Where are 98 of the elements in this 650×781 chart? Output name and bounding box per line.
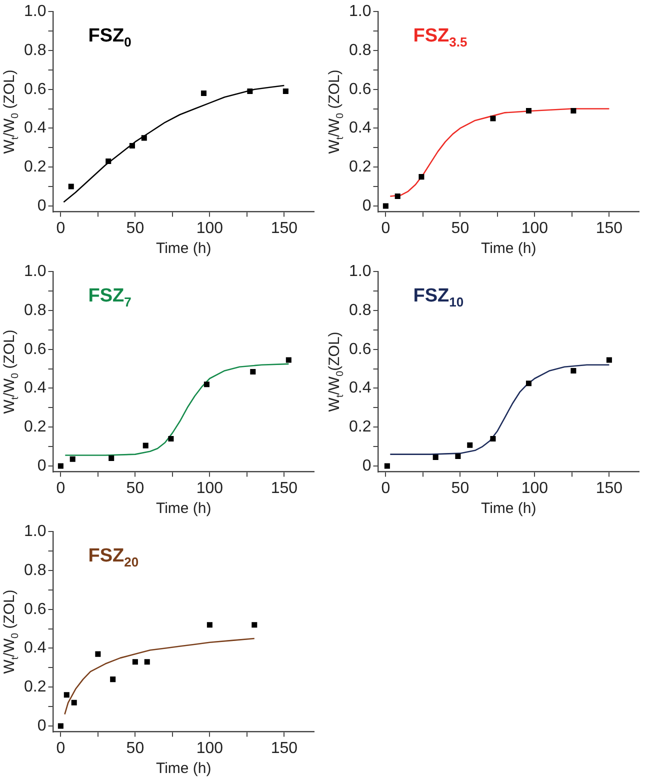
y-tick-label: 1.0 [24,3,46,20]
x-tick-label: 50 [451,480,470,497]
point [432,454,438,460]
y-tick-label: 0.4 [24,640,46,657]
point [64,692,70,698]
y-tick-label: 0.6 [348,80,372,98]
x-tick-label: 150 [596,220,623,237]
point [58,463,64,469]
x-tick-label: 150 [270,220,298,237]
point [129,142,135,148]
point [418,174,424,180]
x-tick-label: 50 [126,220,144,237]
point [490,436,496,442]
point [58,723,64,729]
y-tick-label: 1.0 [348,3,372,20]
x-axis-title: Time (h) [480,500,536,518]
point [204,382,210,388]
y-tick-label: 0.2 [24,158,46,176]
point [286,357,292,363]
y-tick-label: 0.6 [24,340,46,358]
point [247,88,253,94]
point [250,368,256,374]
point [384,463,390,469]
x-tick-label: 100 [196,480,224,497]
y-tick-label: 0 [362,197,372,214]
point [394,193,400,200]
x-tick-label: 100 [521,480,548,497]
x-axis-title: Time (h) [480,240,536,258]
x-tick-label: 0 [381,480,390,497]
point [132,659,138,665]
point [68,184,74,190]
y-tick-label: 0.8 [348,302,372,319]
y-axis-title: Wt/W0 (ZOL) [1,590,21,674]
x-tick-label: 100 [196,220,224,237]
point [168,436,174,442]
point [570,108,576,114]
y-tick-label: 0 [37,717,46,734]
y-axis-title: Wt/W0 (ZOL) [1,330,21,414]
point [570,368,576,374]
y-tick-label: 0.4 [348,380,372,397]
point [606,357,612,363]
x-axis-title: Time (h) [156,500,212,518]
y-tick-label: 0 [37,197,46,214]
y-tick-label: 0.8 [24,42,46,59]
y-tick-label: 0.2 [348,158,372,176]
point [142,442,148,448]
x-tick-label: 150 [596,480,623,497]
y-tick-label: 0.8 [24,562,46,579]
y-tick-label: 0.4 [348,120,372,137]
x-tick-label: 150 [270,740,298,757]
x-tick-label: 50 [126,480,144,497]
y-tick-label: 0.2 [348,418,372,436]
y-tick-label: 1.0 [348,263,372,280]
y-tick-label: 0.4 [24,380,46,397]
point [108,455,114,461]
y-tick-label: 0.2 [24,678,46,696]
point [382,203,388,209]
x-tick-label: 150 [270,480,298,497]
x-tick-label: 100 [196,740,224,757]
y-tick-label: 0.4 [24,120,46,137]
point [526,380,532,386]
y-tick-label: 0.2 [24,418,46,436]
point [141,135,147,141]
point [144,659,150,665]
y-axis-title: Wt/W0(ZOL) [326,332,346,412]
x-axis-title: Time (h) [156,240,212,258]
point [282,88,288,94]
y-tick-label: 1.0 [24,523,46,540]
y-axis-title: Wt/W0 (ZOL) [1,70,21,154]
x-tick-label: 0 [56,740,66,757]
x-axis-title: Time (h) [156,760,212,778]
x-tick-label: 0 [381,220,390,237]
y-tick-label: 0.6 [24,600,46,618]
point [106,158,112,164]
point [200,90,206,96]
point [70,456,76,462]
point [467,442,473,448]
point [71,700,77,706]
x-tick-label: 50 [126,740,144,757]
x-tick-label: 0 [56,220,66,237]
y-tick-label: 0.6 [24,80,46,98]
y-tick-label: 0.8 [348,42,372,59]
y-tick-label: 0 [362,457,372,474]
y-tick-label: 0.6 [348,340,372,358]
y-tick-label: 1.0 [24,263,46,280]
point [252,622,258,628]
y-axis-title: Wt/W0 (ZOL) [326,70,346,154]
x-tick-label: 0 [56,480,66,497]
point [110,676,116,682]
point [526,108,532,114]
x-tick-label: 100 [521,220,548,237]
x-tick-label: 50 [451,220,470,237]
point [95,651,101,657]
point [206,622,212,628]
y-tick-label: 0 [37,457,46,474]
y-tick-label: 0.8 [24,302,46,319]
point [490,116,496,122]
point [455,453,461,460]
